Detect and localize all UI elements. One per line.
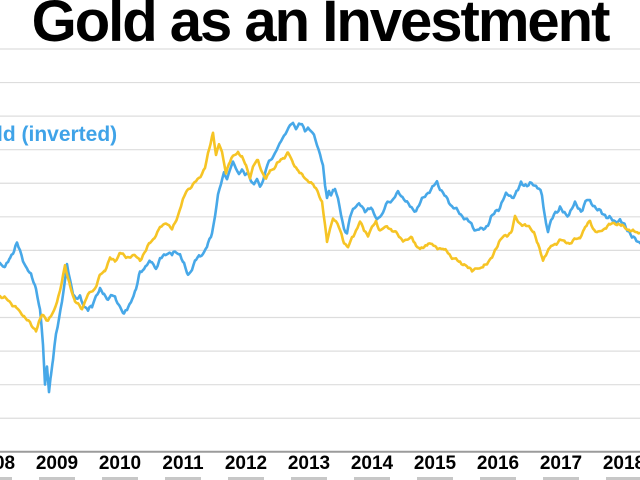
- clipped-tick-fragment: [165, 477, 201, 480]
- clipped-tick-fragment: [543, 477, 579, 480]
- clipped-tick-fragment: [228, 477, 264, 480]
- clipped-tick-fragment: [102, 477, 138, 480]
- x-axis-tick-label: 2011: [162, 453, 204, 474]
- clipped-tick-fragment: [0, 477, 12, 480]
- yield-series-label: ld (inverted): [0, 123, 118, 146]
- x-axis-tick-label: 2012: [224, 453, 268, 474]
- x-axis-tick-label: 2008: [0, 453, 16, 474]
- x-axis-tick-label: 2013: [287, 453, 331, 474]
- x-axis-tick-label: 2009: [35, 453, 79, 474]
- x-axis-tick-label: 2015: [413, 453, 457, 474]
- gold-price-line: [0, 131, 640, 333]
- x-axis-tick-label: 2017: [539, 453, 583, 474]
- yield-inverted-line: [0, 121, 640, 394]
- clipped-tick-fragment: [291, 477, 327, 480]
- clipped-tick-fragment: [480, 477, 516, 480]
- clipped-tick-fragment: [417, 477, 453, 480]
- x-axis-tick-label: 2014: [350, 453, 394, 474]
- x-axis-tick-label: 2010: [98, 453, 142, 474]
- x-axis-tick-label: 2016: [476, 453, 520, 474]
- clipped-tick-fragment: [39, 477, 75, 480]
- chart-title: Gold as an Investment: [31, 0, 611, 54]
- x-axis-tick-label: 2018: [602, 453, 640, 474]
- clipped-tick-fragment: [354, 477, 390, 480]
- clipped-tick-fragment: [606, 477, 640, 480]
